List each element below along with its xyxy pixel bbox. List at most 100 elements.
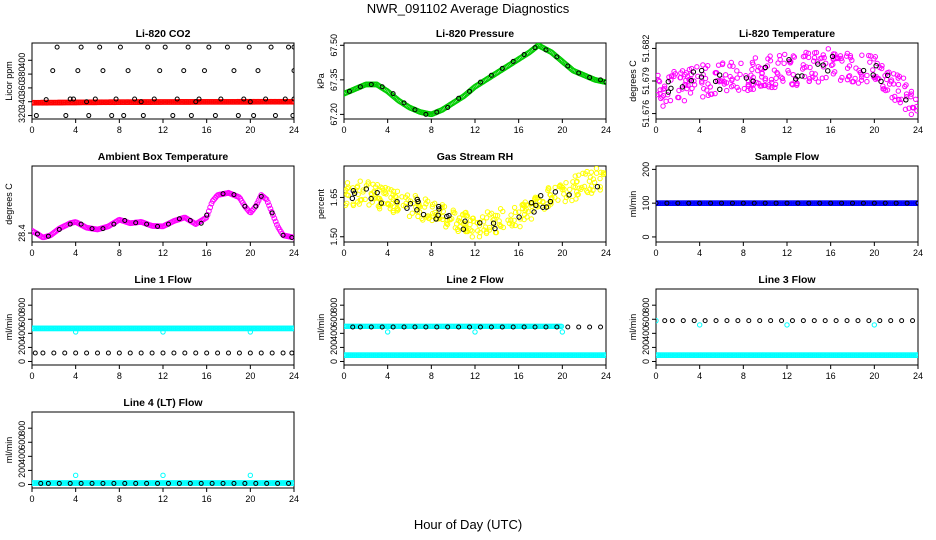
data-point <box>806 78 812 85</box>
data-point <box>379 84 385 90</box>
data-point <box>844 76 851 83</box>
data-point <box>467 227 474 233</box>
x-tick-label: 20 <box>557 125 567 135</box>
data-point <box>908 88 915 95</box>
data-point <box>203 214 210 221</box>
data-point <box>768 318 774 324</box>
data-point <box>390 209 397 216</box>
data-point <box>423 111 429 117</box>
data-point <box>820 62 826 68</box>
data-point <box>350 202 357 209</box>
data-point <box>882 87 889 94</box>
series-cyan <box>384 329 566 335</box>
data-point <box>661 83 668 89</box>
data-point <box>140 113 146 119</box>
x-tick-label: 4 <box>73 248 78 258</box>
data-point <box>242 480 248 486</box>
data-point <box>84 99 90 105</box>
data-point <box>479 214 486 220</box>
data-point <box>510 324 516 330</box>
data-point <box>492 212 499 219</box>
data-point <box>62 350 68 356</box>
data-point <box>532 45 538 51</box>
data-point <box>547 198 554 205</box>
data-point <box>414 207 420 213</box>
data-point <box>665 89 672 95</box>
data-point <box>843 53 850 59</box>
data-point <box>830 51 837 57</box>
data-point <box>423 324 429 330</box>
data-point <box>429 201 436 208</box>
data-point <box>743 73 749 79</box>
data-point <box>699 80 705 86</box>
data-point <box>669 318 675 324</box>
data-point <box>496 221 503 228</box>
x-tick-label: 4 <box>73 494 78 504</box>
data-point <box>587 75 593 81</box>
data-point <box>394 200 400 207</box>
data-point <box>443 220 450 227</box>
y-axis-label: degrees C <box>628 60 638 102</box>
data-point <box>565 192 571 199</box>
data-point <box>528 200 535 206</box>
data-point <box>757 65 764 71</box>
data-point <box>133 480 139 486</box>
data-point <box>282 96 288 102</box>
data-point <box>668 73 675 79</box>
data-point <box>187 218 193 224</box>
data-point <box>590 176 597 182</box>
data-point <box>516 214 522 220</box>
data-point <box>92 96 98 102</box>
data-point <box>554 54 560 60</box>
data-point <box>773 200 779 206</box>
data-point <box>789 81 795 87</box>
data-point <box>803 64 810 70</box>
data-point <box>384 329 391 335</box>
data-point <box>552 189 559 195</box>
data-point <box>694 64 700 70</box>
data-point <box>594 183 601 190</box>
data-point <box>784 200 790 206</box>
data-point <box>749 66 755 73</box>
x-tick-label: 12 <box>158 125 168 135</box>
panel-title: Sample Flow <box>755 151 820 163</box>
x-tick-label: 0 <box>341 125 346 135</box>
data-point <box>572 184 578 191</box>
data-point <box>492 225 498 232</box>
x-tick-label: 4 <box>73 125 78 135</box>
data-point <box>224 44 230 50</box>
x-tick-label: 8 <box>117 125 122 135</box>
data-point <box>89 480 95 486</box>
data-point <box>860 67 867 74</box>
data-point <box>680 318 686 324</box>
y-tick-label: 1.65 <box>329 189 339 207</box>
data-point <box>499 324 505 330</box>
data-point <box>286 44 292 50</box>
data-point <box>762 77 768 83</box>
page-title: NWR_091102 Average Diagnostics <box>366 1 570 16</box>
data-point <box>509 223 515 229</box>
data-point <box>371 195 378 202</box>
data-point <box>255 68 261 74</box>
data-point <box>705 81 711 87</box>
data-point <box>32 350 38 356</box>
x-tick-label: 16 <box>826 125 836 135</box>
series-black <box>662 318 916 324</box>
data-point <box>837 77 844 83</box>
data-point <box>220 480 226 486</box>
data-point <box>895 81 902 88</box>
data-point <box>533 202 539 208</box>
data-point <box>133 220 139 226</box>
data-point <box>767 58 774 64</box>
data-point <box>144 480 150 486</box>
data-point <box>436 203 442 210</box>
series-red <box>32 98 294 106</box>
y-tick-label: 400 <box>17 326 27 341</box>
data-point <box>117 44 123 50</box>
data-point <box>730 82 736 89</box>
data-point <box>291 96 294 102</box>
data-point <box>750 61 756 67</box>
data-point <box>864 72 870 79</box>
data-point <box>374 195 380 201</box>
data-point <box>689 85 695 92</box>
